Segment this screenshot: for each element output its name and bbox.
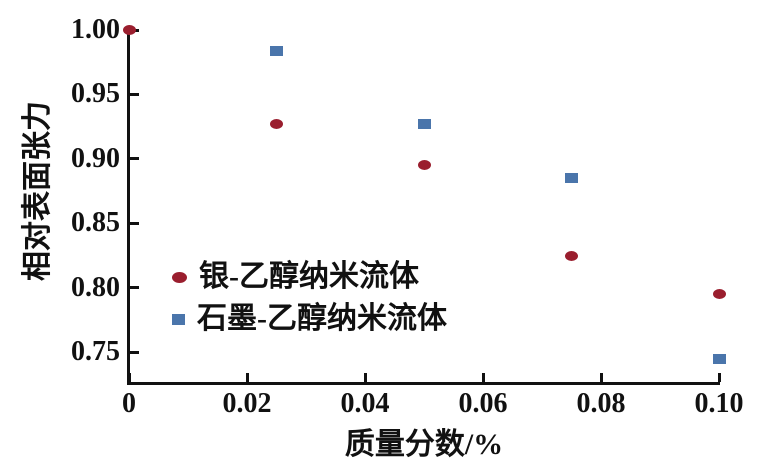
- x-tick-label: 0: [122, 388, 136, 419]
- y-tick: [130, 157, 139, 161]
- legend-item: 银-乙醇纳米流体: [172, 256, 447, 298]
- x-axis-line: [127, 382, 720, 385]
- y-tick: [130, 286, 139, 290]
- legend-item: 石墨-乙醇纳米流体: [172, 298, 447, 340]
- data-point-square: [417, 119, 431, 130]
- data-point-circle: [565, 250, 578, 261]
- legend-label: 石墨-乙醇纳米流体: [197, 302, 447, 335]
- data-point-square: [712, 353, 726, 364]
- data-point-square: [270, 45, 283, 56]
- x-tick-label: 0.06: [458, 388, 508, 419]
- y-tick-label: 1.00: [71, 14, 120, 45]
- y-tick-label: 0.80: [71, 271, 120, 303]
- y-axis-line: [127, 30, 130, 385]
- data-point-circle: [417, 160, 431, 171]
- legend-label: 银-乙醇纳米流体: [199, 260, 419, 293]
- x-tick-label: 0.02: [222, 388, 272, 419]
- x-axis-title: 质量分数/%: [344, 428, 504, 461]
- x-tick-label: 0.10: [694, 388, 744, 419]
- y-tick: [130, 92, 139, 96]
- legend: 银-乙醇纳米流体 石墨-乙醇纳米流体: [172, 256, 447, 340]
- data-point-circle: [712, 289, 726, 300]
- x-tick-label: 0.04: [340, 388, 390, 419]
- data-point-circle: [122, 25, 136, 35]
- y-tick: [130, 221, 139, 225]
- data-point-circle: [270, 119, 283, 130]
- y-tick-label: 0.75: [71, 336, 120, 368]
- y-tick-label: 0.90: [71, 142, 120, 174]
- y-tick-label: 0.85: [71, 207, 120, 239]
- y-tick: [130, 350, 139, 354]
- x-tick: [127, 373, 131, 382]
- x-tick: [481, 373, 485, 382]
- x-tick: [599, 373, 603, 382]
- y-axis-title: 相对表面张力: [21, 101, 54, 281]
- data-point-square: [565, 173, 578, 184]
- x-tick: [717, 373, 721, 382]
- x-tick: [363, 373, 367, 382]
- legend-square-marker-icon: [172, 313, 185, 325]
- x-tick: [245, 373, 249, 382]
- legend-circle-marker-icon: [172, 271, 187, 283]
- x-tick-label: 0.08: [576, 388, 626, 419]
- y-tick-label: 0.95: [71, 78, 120, 110]
